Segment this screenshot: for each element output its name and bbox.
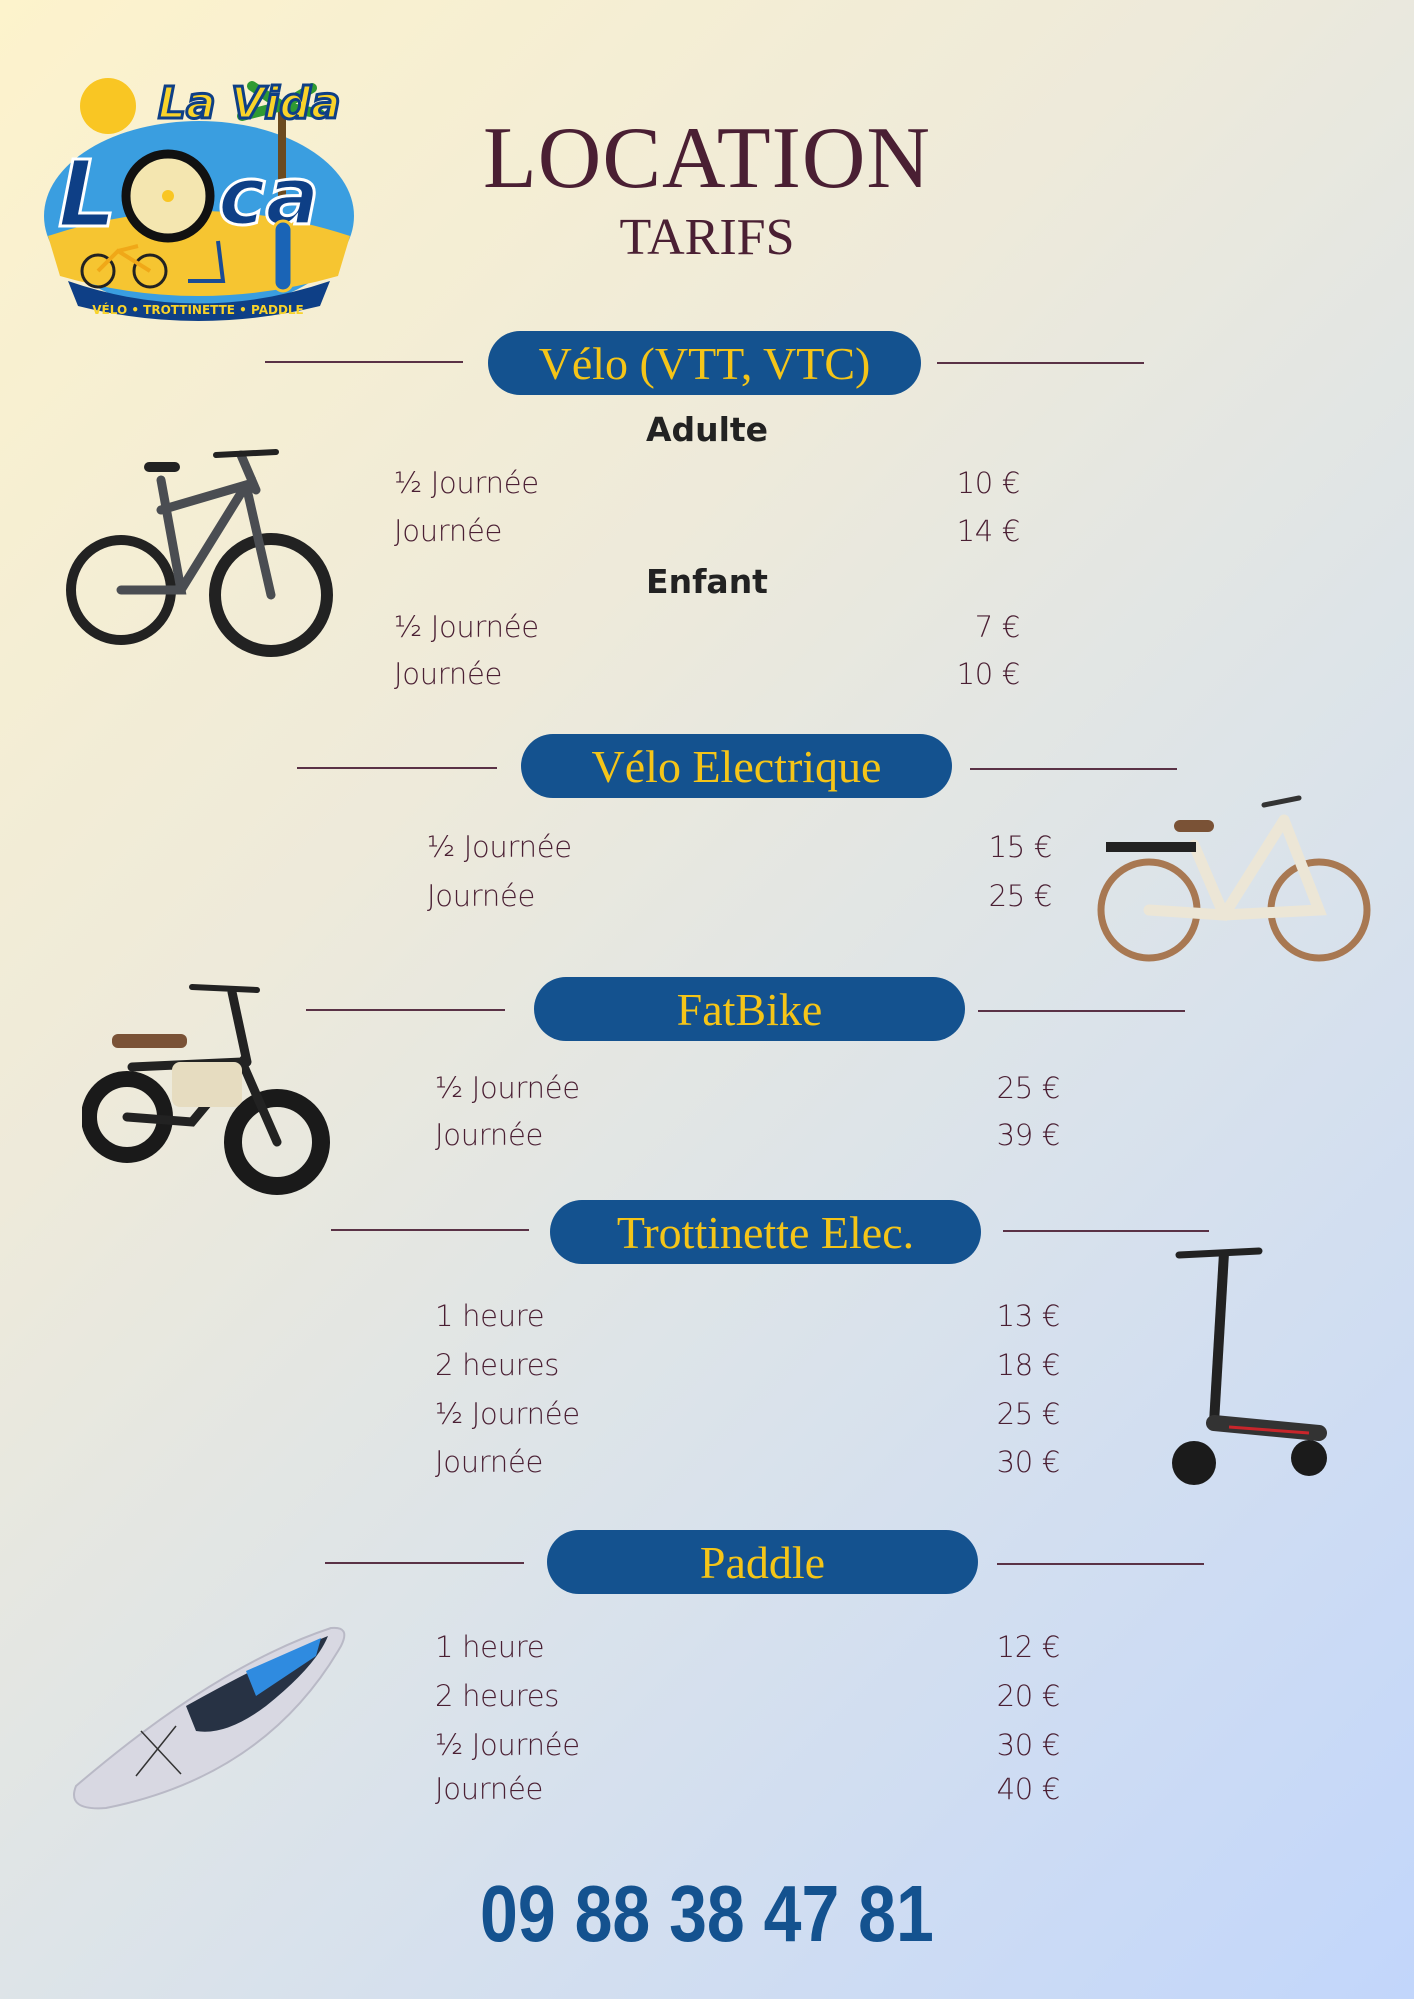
page-subtitle: TARIFS xyxy=(619,209,795,266)
e-scooter-image xyxy=(1169,1243,1334,1499)
page-title: LOCATION xyxy=(483,110,931,207)
row-label: Journée xyxy=(394,514,503,548)
price-list-paddle: 1 heure 12 € 2 heures 20 € ½ Journée 30 € J… xyxy=(435,0,1060,1999)
divider xyxy=(1003,1230,1209,1232)
divider xyxy=(970,768,1177,770)
price-row: ½ Journée 15 € xyxy=(427,830,1052,864)
price-row: Journée 10 € xyxy=(394,657,1020,691)
phone-text: 09 88 38 47 81 xyxy=(480,1869,934,1958)
price-row: ½ Journée 30 € xyxy=(435,1728,1060,1762)
price-list-trottinette: 1 heure 13 € 2 heures 18 € ½ Journée 25 € J… xyxy=(435,0,1060,1999)
group-label-adulte: Adulte xyxy=(645,410,769,449)
row-price: 25 € xyxy=(996,1397,1061,1431)
price-row: Journée 39 € xyxy=(435,1118,1060,1152)
row-label: 1 heure xyxy=(435,1630,545,1664)
price-row: Journée 40 € xyxy=(435,1772,1060,1806)
row-label: Journée xyxy=(435,1445,544,1479)
row-label: ½ Journée xyxy=(394,610,539,644)
row-price: 10 € xyxy=(956,657,1021,691)
divider xyxy=(331,1229,529,1231)
row-label: ½ Journée xyxy=(435,1397,580,1431)
price-row: Journée 30 € xyxy=(435,1445,1060,1479)
row-price: 12 € xyxy=(996,1630,1061,1664)
price-row: 1 heure 13 € xyxy=(435,1299,1060,1333)
fat-bike-image xyxy=(81,982,337,1206)
row-label: Journée xyxy=(394,657,503,691)
row-label: Journée xyxy=(435,1118,544,1152)
divider xyxy=(265,361,463,363)
row-label: 2 heures xyxy=(435,1348,560,1382)
divider xyxy=(306,1009,505,1011)
price-row: 1 heure 12 € xyxy=(435,1630,1060,1664)
price-row: ½ Journée 25 € xyxy=(435,1397,1060,1431)
row-label: ½ Journée xyxy=(435,1728,580,1762)
price-row: ½ Journée 7 € xyxy=(394,610,1020,644)
row-label: ½ Journée xyxy=(427,830,572,864)
price-row: ½ Journée 10 € xyxy=(394,466,1020,500)
section-title-velo-electrique: Vélo Electrique xyxy=(521,734,952,798)
row-price: 39 € xyxy=(996,1118,1061,1152)
section-title-velo: Vélo (VTT, VTC) xyxy=(488,331,921,395)
row-label: 2 heures xyxy=(435,1679,560,1713)
phone-number[interactable]: 09 88 38 47 81 xyxy=(0,1868,1414,1960)
price-row: ½ Journée 25 € xyxy=(435,1071,1060,1105)
row-label: Journée xyxy=(435,1772,544,1806)
price-list-fatbike: ½ Journée 25 € Journée 39 € xyxy=(435,0,1060,1999)
row-price: 14 € xyxy=(956,514,1021,548)
row-label: 1 heure xyxy=(435,1299,545,1333)
svg-text:ca: ca xyxy=(218,150,319,243)
row-price: 30 € xyxy=(996,1728,1061,1762)
row-price: 25 € xyxy=(988,879,1053,913)
section-title-paddle: Paddle xyxy=(547,1530,978,1594)
logo: La Vida L ca VÉLO • TROTTINETTE • PADDLE xyxy=(38,66,360,322)
group-label-enfant: Enfant xyxy=(646,562,768,601)
price-list-velo: Adulte ½ Journée 10 € Journée 14 € Enfant … xyxy=(394,0,1020,1999)
paddle-board-image xyxy=(66,1626,351,1816)
row-price: 40 € xyxy=(996,1772,1061,1806)
divider xyxy=(997,1563,1204,1565)
price-row: 2 heures 18 € xyxy=(435,1348,1060,1382)
row-price: 15 € xyxy=(988,830,1053,864)
row-price: 30 € xyxy=(996,1445,1061,1479)
row-label: ½ Journée xyxy=(394,466,539,500)
price-row: Journée 14 € xyxy=(394,514,1020,548)
divider xyxy=(978,1010,1185,1012)
row-price: 18 € xyxy=(996,1348,1061,1382)
mountain-bike-image xyxy=(66,440,336,674)
city-e-bike-image xyxy=(1094,790,1374,969)
row-price: 25 € xyxy=(996,1071,1061,1105)
row-label: Journée xyxy=(427,879,536,913)
row-label: ½ Journée xyxy=(435,1071,580,1105)
row-price: 7 € xyxy=(974,610,1021,644)
logo-tagline: VÉLO • TROTTINETTE • PADDLE xyxy=(92,302,304,317)
price-row: 2 heures 20 € xyxy=(435,1679,1060,1713)
row-price: 20 € xyxy=(996,1679,1061,1713)
divider xyxy=(325,1562,524,1564)
section-title-trottinette: Trottinette Elec. xyxy=(550,1200,981,1264)
divider xyxy=(937,362,1144,364)
svg-text:La Vida: La Vida xyxy=(158,78,341,129)
divider xyxy=(297,767,497,769)
price-row: Journée 25 € xyxy=(427,879,1052,913)
row-price: 10 € xyxy=(956,466,1021,500)
row-price: 13 € xyxy=(996,1299,1061,1333)
svg-text:L: L xyxy=(58,141,117,248)
price-list-velo-electrique: ½ Journée 15 € Journée 25 € xyxy=(427,0,1052,1999)
section-title-fatbike: FatBike xyxy=(534,977,965,1041)
